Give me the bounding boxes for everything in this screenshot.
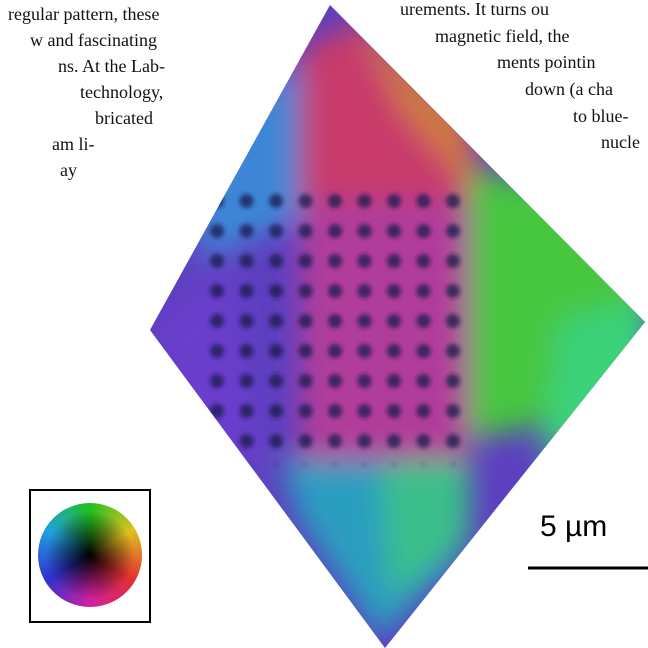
figure-page: 5 µm regular pattern, these w and fascin… bbox=[0, 0, 648, 648]
text-line: magnetic field, the bbox=[435, 26, 569, 46]
page: 5 µm regular pattern, these w and fascin… bbox=[0, 0, 648, 648]
text-line: bricated bbox=[95, 108, 153, 128]
text-line: urements. It turns ou bbox=[400, 0, 549, 19]
text-line: ments pointin bbox=[497, 52, 596, 72]
text-line: to blue- bbox=[573, 106, 629, 126]
text-line: technology, bbox=[80, 82, 163, 102]
text-line: regular pattern, these bbox=[8, 4, 159, 24]
text-line: nucle bbox=[601, 132, 640, 152]
color-wheel-disc bbox=[38, 503, 142, 607]
color-wheel bbox=[36, 497, 144, 615]
text-line: ay bbox=[60, 160, 77, 180]
text-line: w and fascinating bbox=[30, 30, 157, 50]
text-line: ns. At the Lab- bbox=[58, 56, 165, 76]
antidot-grid bbox=[200, 185, 470, 465]
text-line: am li- bbox=[52, 134, 95, 154]
left-column: regular pattern, these w and fascinating… bbox=[8, 4, 165, 180]
scale-label: 5 µm bbox=[540, 510, 607, 543]
text-line: down (a cha bbox=[525, 79, 613, 100]
